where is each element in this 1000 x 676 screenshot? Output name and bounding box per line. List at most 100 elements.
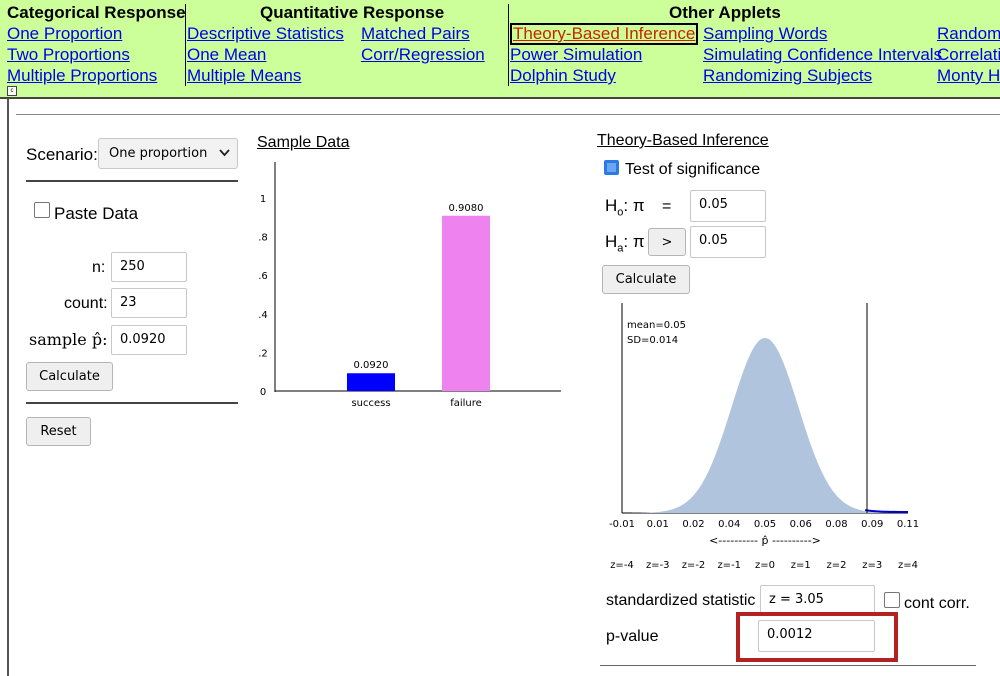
count-input[interactable]: 23	[111, 288, 187, 318]
x-tick-label: 0.01	[647, 519, 669, 530]
n-input[interactable]: 250	[111, 252, 187, 282]
active-link-box: Theory-Based Inference	[510, 23, 699, 45]
nav-link-theory-based-inference[interactable]: Theory-Based Inference	[513, 24, 696, 43]
test-significance-label: Test of significance	[625, 161, 761, 178]
pvalue-label: p-value	[606, 628, 659, 645]
nav-heading-quantitative: Quantitative Response	[260, 3, 445, 22]
nav-link-simulating-confidence-intervals[interactable]: Simulating Confidence Intervals	[703, 45, 943, 64]
nav-divider	[185, 4, 186, 86]
cont-corr-label: cont corr.	[904, 595, 970, 612]
z-tick-label: z=3	[862, 560, 882, 571]
x-tick-label: 0.09	[861, 519, 883, 530]
scenario-label: Scenario:	[26, 145, 98, 164]
tail-region	[864, 509, 908, 513]
mean-text: mean=0.05	[627, 320, 686, 331]
nav-link-one-proportion[interactable]: One Proportion	[7, 24, 123, 43]
x-tick-label: 0.06	[790, 519, 812, 530]
nav-link-dolphin-study[interactable]: Dolphin Study	[510, 66, 616, 85]
nav-link-matched-pairs[interactable]: Matched Pairs	[361, 24, 470, 43]
frame-border	[7, 99, 9, 676]
sample-phat-label: sample p̂:	[29, 330, 108, 349]
z-tick-label: z=1	[791, 560, 811, 571]
x-axis-label: <---------- p̂ ---------->	[709, 534, 821, 547]
x-tick-label: 0.02	[682, 519, 704, 530]
nav-link-monty-hall[interactable]: Monty Ha	[937, 66, 1000, 85]
paste-data-label: Paste Data	[54, 204, 139, 223]
category-label: failure	[450, 398, 482, 409]
h0-value-input[interactable]: 0.05	[690, 190, 766, 222]
z-tick-label: z=-2	[682, 560, 706, 571]
y-tick-label: .2	[258, 348, 268, 359]
sd-text: SD=0.014	[627, 335, 678, 346]
count-label: count:	[64, 295, 108, 312]
h0-operator: =	[662, 198, 672, 215]
bar-success	[347, 373, 395, 391]
frame-divider	[16, 114, 1000, 115]
nav-link-one-mean[interactable]: One Mean	[187, 45, 267, 64]
nav-link-multiple-means[interactable]: Multiple Means	[187, 66, 302, 85]
z-tick-label: z=-1	[717, 560, 741, 571]
ha-label: Ha: π	[605, 232, 645, 255]
x-tick-label: 0.05	[754, 519, 776, 530]
pvalue-highlight-box	[736, 612, 898, 662]
nav-heading-other: Other Applets	[669, 3, 781, 22]
theory-title: Theory-Based Inference	[597, 132, 769, 149]
scenario-select[interactable]: One proportion	[98, 138, 238, 169]
bars: 0.0920 success 0.9080 failure	[347, 203, 490, 409]
scenario-select-value: One proportion	[109, 146, 208, 161]
paste-data-checkbox[interactable]	[34, 202, 50, 218]
h0-label: Ho: π	[605, 196, 645, 219]
sample-phat-input[interactable]: 0.0920	[111, 325, 187, 355]
divider	[26, 402, 238, 404]
chevron-down-icon	[219, 149, 230, 157]
nav-link-sampling-words[interactable]: Sampling Words	[703, 24, 828, 43]
sample-data-title: Sample Data	[257, 134, 350, 151]
nav-divider	[508, 4, 509, 86]
sample-data-chart: 0 .2 .4 .6 .8 1 0.0920 success 0.9080 failure	[258, 162, 561, 409]
nav-heading-categorical: Categorical Response	[7, 3, 186, 22]
divider	[600, 665, 976, 666]
y-tick-label: 0	[260, 387, 266, 398]
nav-link-correlation[interactable]: Correlatic	[937, 45, 1000, 64]
top-navigation: Categorical Response One Proportion Two …	[0, 0, 1000, 99]
n-label: n:	[92, 259, 106, 276]
calculate-button[interactable]: Calculate	[26, 362, 113, 391]
y-tick-label: 1	[260, 194, 266, 205]
bar-value-label: 0.9080	[449, 203, 484, 214]
sampling-distribution-chart: mean=0.05 SD=0.014 -0.01 0.01 0.02 0.04 0.05…	[609, 303, 919, 571]
test-significance-checkbox[interactable]	[604, 160, 619, 175]
normal-curve	[622, 338, 908, 513]
pvalue-output: 0.0012	[758, 620, 875, 652]
y-tick-label: .8	[258, 233, 268, 244]
x-tick-label: 0.04	[718, 519, 740, 530]
nav-link-power-simulation[interactable]: Power Simulation	[510, 45, 643, 64]
z-tick-label: z=-3	[646, 560, 670, 571]
x-tick-label: -0.01	[609, 519, 635, 530]
nav-link-corr-regression[interactable]: Corr/Regression	[361, 45, 485, 64]
y-tick-label: .6	[258, 271, 268, 282]
category-label: success	[351, 398, 390, 409]
reset-button[interactable]: Reset	[26, 417, 91, 446]
bar-value-label: 0.0920	[354, 360, 389, 371]
nav-link-two-proportions[interactable]: Two Proportions	[7, 45, 130, 64]
std-stat-output: z = 3.05	[760, 585, 875, 616]
nav-link-randomizing-subjects[interactable]: Randomizing Subjects	[703, 66, 873, 85]
x-tick-labels: -0.01 0.01 0.02 0.04 0.05 0.06 0.08 0.09 0.11	[609, 519, 919, 530]
collapse-icon[interactable]: c	[7, 86, 17, 96]
cont-corr-checkbox[interactable]	[884, 592, 900, 608]
theory-calculate-button[interactable]: Calculate	[602, 265, 690, 294]
x-tick-label: 0.11	[897, 519, 919, 530]
nav-link-random[interactable]: Random	[937, 24, 1000, 43]
nav-link-multiple-proportions[interactable]: Multiple Proportions	[7, 66, 158, 85]
z-tick-label: z=2	[827, 560, 847, 571]
z-tick-label: z=0	[755, 560, 775, 571]
ha-value-input[interactable]: 0.05	[690, 226, 766, 258]
z-tick-label: z=4	[898, 560, 918, 571]
x-tick-label: 0.08	[825, 519, 847, 530]
ha-operator-button[interactable]: >	[648, 228, 686, 256]
bar-failure	[442, 215, 490, 391]
nav-link-descriptive-statistics[interactable]: Descriptive Statistics	[187, 24, 344, 43]
divider	[26, 180, 238, 182]
z-tick-labels: z=-4 z=-3 z=-2 z=-1 z=0 z=1 z=2 z=3 z=4	[610, 560, 918, 571]
y-tick-label: .4	[258, 310, 268, 321]
